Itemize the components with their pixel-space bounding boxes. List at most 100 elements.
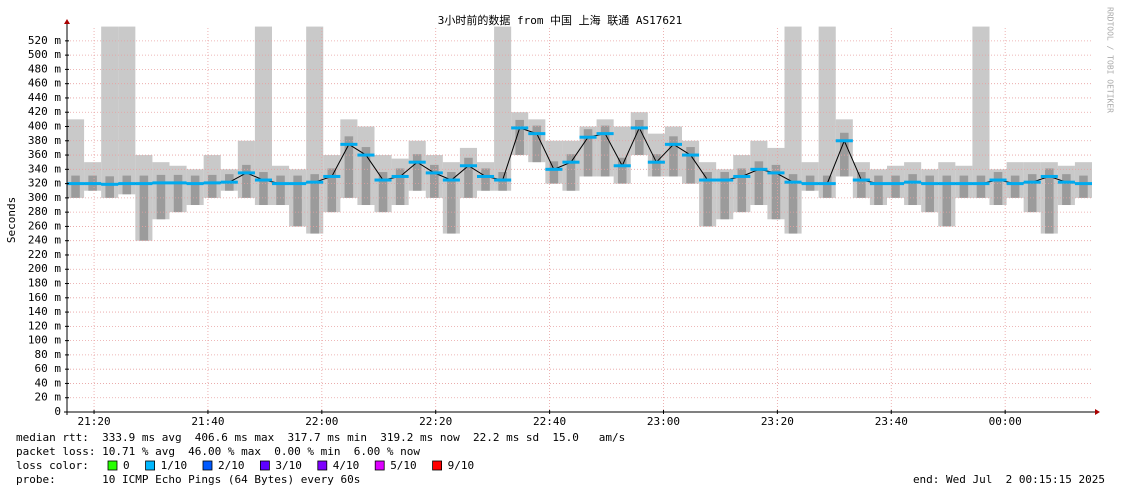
median-point <box>699 178 717 182</box>
x-tick-label: 23:40 <box>875 415 908 428</box>
median-point <box>955 182 973 186</box>
median-point <box>272 182 290 186</box>
median-point <box>477 174 495 178</box>
x-tick-label: 22:20 <box>419 415 452 428</box>
smoke-core <box>464 157 473 198</box>
x-tick-label: 00:00 <box>989 415 1022 428</box>
watermark: RRDTOOL / TOBI OETIKER <box>1106 7 1115 113</box>
median-point <box>528 132 546 136</box>
y-tick-label: 520 m <box>28 34 61 47</box>
smoke-core <box>857 172 866 198</box>
smoke-core <box>344 136 354 198</box>
median-point <box>1023 180 1041 184</box>
smoke-core <box>652 154 661 177</box>
median-point <box>733 174 751 178</box>
smoke-core <box>891 175 900 198</box>
legend-swatch <box>374 460 385 471</box>
median-point <box>511 126 529 130</box>
legend-label: 1/10 <box>161 459 188 472</box>
median-point <box>494 178 512 182</box>
x-tick-label: 22:40 <box>533 415 566 428</box>
smoke-core <box>635 119 644 156</box>
smoke-core <box>105 176 114 198</box>
y-tick-label: 360 m <box>28 148 61 161</box>
smoke-core <box>993 172 1003 206</box>
smoke-core <box>156 174 166 220</box>
median-point <box>289 182 307 186</box>
smoke-core <box>310 174 319 234</box>
smoke-core <box>412 154 422 191</box>
smoke-core <box>207 174 217 198</box>
smoke-core <box>976 175 986 198</box>
smoke-core <box>874 175 883 206</box>
probe: probe: 10 ICMP Echo Pings (64 Bytes) eve… <box>16 473 360 486</box>
legend-label: 0 <box>123 459 130 472</box>
y-tick-label: 340 m <box>28 162 61 175</box>
median-point <box>938 182 956 186</box>
smoke-core <box>1062 174 1071 206</box>
legend-swatch <box>259 460 270 471</box>
smoke-core <box>566 154 576 191</box>
median-point <box>220 180 238 184</box>
y-tick-label: 300 m <box>28 191 61 204</box>
smoke-core <box>617 157 627 184</box>
median-point <box>101 182 119 186</box>
smoke-core <box>703 172 712 227</box>
legend-swatch <box>107 460 118 471</box>
median-point <box>152 181 170 185</box>
smoke-core <box>173 174 183 213</box>
y-tick-label: 20 m <box>35 391 62 404</box>
median-point <box>664 142 682 146</box>
median-point <box>306 180 324 184</box>
stats-line: packet loss: 10.71 % avg 46.00 % max 0.0… <box>16 445 420 458</box>
legend-label: 4/10 <box>333 459 360 472</box>
y-tick-label: 80 m <box>35 348 62 361</box>
smoke-core <box>1027 174 1037 213</box>
median-point <box>921 182 939 186</box>
y-tick-label: 240 m <box>28 234 61 247</box>
smoke-core <box>1010 175 1020 198</box>
smoke-core <box>737 168 747 213</box>
y-tick-label: 140 m <box>28 305 61 318</box>
median-point <box>1074 182 1092 186</box>
loss-label: loss color: <box>16 459 89 472</box>
smoke-core <box>293 175 302 227</box>
median-point <box>869 182 887 186</box>
median-point <box>135 182 153 186</box>
smoke-band <box>118 26 136 195</box>
legend-swatch <box>432 460 443 471</box>
smoke-core <box>942 175 952 227</box>
smoke-core <box>908 174 917 206</box>
smoke-core <box>771 164 781 220</box>
smoke-core <box>515 119 524 156</box>
smoke-core <box>600 125 610 177</box>
y-axis-label: Seconds <box>5 197 18 243</box>
smoke-core <box>822 175 832 198</box>
median-point <box>972 182 990 186</box>
y-tick-label: 400 m <box>28 119 61 132</box>
legend-label: 9/10 <box>448 459 475 472</box>
median-point <box>596 132 614 136</box>
median-point <box>818 182 836 186</box>
y-tick-label: 100 m <box>28 334 61 347</box>
median-point <box>562 160 580 164</box>
median-point <box>682 153 700 157</box>
smoke-core <box>1079 175 1088 198</box>
median-point <box>852 178 870 182</box>
smoke-core <box>925 175 934 213</box>
smoke-core <box>959 175 969 198</box>
median-point <box>84 182 102 186</box>
smoke-core <box>840 132 849 177</box>
legend-label: 3/10 <box>275 459 302 472</box>
median-point <box>442 178 460 182</box>
y-tick-label: 420 m <box>28 105 61 118</box>
median-point <box>169 181 187 185</box>
x-tick-label: 23:20 <box>761 415 794 428</box>
y-tick-label: 200 m <box>28 262 61 275</box>
y-arrow <box>64 19 70 24</box>
median-point <box>357 153 375 157</box>
y-tick-label: 60 m <box>35 362 62 375</box>
median-point <box>545 167 563 171</box>
y-tick-label: 500 m <box>28 48 61 61</box>
